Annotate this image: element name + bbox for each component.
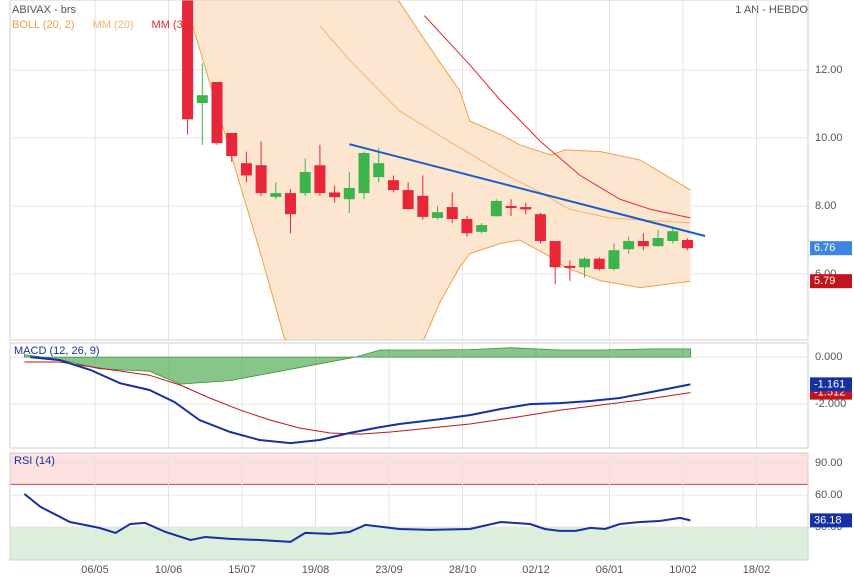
x-tick-label: 23/09 — [375, 564, 403, 576]
candle-body — [579, 258, 591, 268]
band-lower — [187, 8, 691, 340]
y-tick-label: 8.00 — [815, 200, 836, 212]
legend-entry: MM (20) — [93, 19, 134, 31]
candle-body — [549, 241, 561, 268]
x-tick-label: 06/05 — [81, 564, 109, 576]
candle-body — [608, 250, 620, 269]
line — [23, 493, 691, 543]
value-box — [810, 274, 852, 289]
pane-frame — [9, 0, 809, 341]
candle-body — [196, 95, 208, 104]
pane — [10, 343, 808, 448]
candle-body — [490, 200, 502, 217]
value-box-label: 5.79 — [814, 275, 835, 287]
line — [30, 356, 691, 445]
line — [319, 25, 691, 224]
x-tick-label: 15/07 — [228, 564, 256, 576]
candle-body — [402, 190, 414, 210]
pane-title: RSI (14) — [14, 455, 55, 467]
chart-subtitle: 1 AN - HEBDO — [735, 4, 808, 16]
y-tick-label: 90.00 — [815, 457, 843, 469]
candle-body — [534, 214, 546, 242]
value-box — [810, 377, 852, 392]
x-tick-label: 19/08 — [302, 564, 330, 576]
candle-body — [637, 241, 649, 247]
candle-body — [182, 0, 194, 120]
candle-body — [461, 218, 473, 234]
y-tick-label: 60.00 — [815, 489, 843, 501]
candle-body — [667, 231, 679, 242]
y-tick-label: 12.00 — [815, 64, 843, 76]
candle-body — [505, 206, 517, 209]
candle-body — [211, 81, 223, 144]
pane-frame — [9, 342, 809, 449]
band-fill — [187, 0, 691, 340]
pane-frame — [9, 452, 809, 561]
candle-body — [387, 180, 399, 191]
candle-body — [270, 193, 282, 197]
value-box-label: 36.18 — [814, 514, 842, 526]
candle-body — [373, 163, 385, 178]
value-box — [810, 241, 852, 256]
candle-body — [476, 225, 488, 232]
x-tick-label: 18/02 — [743, 564, 771, 576]
legend-entry: BOLL (20, 2) — [12, 19, 75, 31]
candle-body — [417, 195, 429, 217]
line — [423, 15, 691, 219]
legend-entry: MM (30) — [152, 19, 193, 31]
pane-title: MACD (12, 26, 9) — [14, 345, 100, 357]
x-tick-label: 10/06 — [155, 564, 183, 576]
candle-body — [446, 207, 458, 219]
candle-body — [358, 153, 370, 194]
oversold-zone — [10, 526, 808, 560]
candle-body — [285, 193, 297, 215]
pane — [10, 0, 808, 340]
trendline — [349, 143, 706, 237]
candle-body — [681, 240, 693, 249]
value-box-label: -1.161 — [814, 378, 845, 390]
line — [24, 361, 691, 435]
chart-title: ABIVAX - brs — [12, 4, 76, 16]
y-tick-label: 10.00 — [815, 132, 843, 144]
y-tick-label: 0.000 — [815, 351, 843, 363]
candle-body — [432, 212, 444, 218]
x-tick-label: 28/10 — [449, 564, 477, 576]
pane — [10, 453, 808, 560]
candle-body — [255, 165, 267, 194]
x-tick-label: 02/12 — [522, 564, 550, 576]
candle-body — [329, 192, 341, 198]
candle-body — [343, 188, 355, 200]
candle-body — [226, 132, 238, 157]
candle-body — [520, 207, 532, 210]
band-upper — [397, 0, 691, 191]
x-tick-label: 06/01 — [596, 564, 624, 576]
x-tick-label: 10/02 — [669, 564, 697, 576]
candle-body — [593, 258, 605, 269]
value-box — [810, 513, 852, 528]
candle-body — [299, 172, 311, 194]
overbought-zone — [10, 453, 808, 485]
candle-body — [314, 165, 326, 194]
candle-body — [652, 238, 664, 247]
candle-body — [623, 241, 635, 250]
y-tick-label: -2.000 — [815, 398, 846, 410]
value-box-label: 6.76 — [814, 242, 835, 254]
candle-body — [564, 265, 576, 268]
candle-body — [240, 163, 252, 176]
